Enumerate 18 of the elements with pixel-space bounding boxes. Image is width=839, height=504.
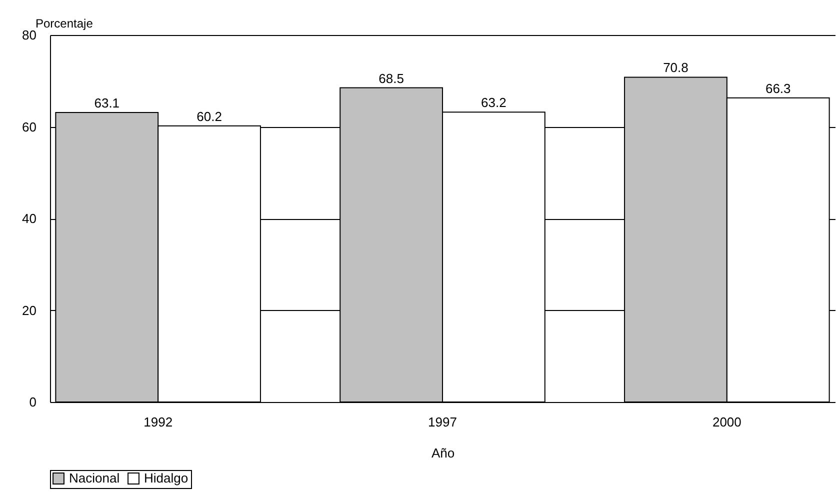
y-tick-label: 40: [22, 211, 36, 226]
data-label: 63.1: [94, 96, 120, 111]
y-tick-label: 80: [22, 28, 36, 42]
data-label: 70.8: [663, 60, 688, 76]
y-tick-label: 0: [29, 394, 36, 410]
x-tick-label: 1997: [428, 414, 457, 430]
x-tick-label: 2000: [712, 414, 742, 430]
data-label: 66.3: [765, 80, 791, 96]
legend-label: Hidalgo: [144, 470, 188, 486]
y-tick-label: 60: [22, 119, 36, 134]
data-label: 60.2: [196, 108, 222, 124]
y-tick-label: 20: [22, 302, 36, 318]
data-label: 63.2: [481, 95, 506, 110]
legend-label: Nacional: [69, 470, 120, 486]
x-axis-title: Año: [431, 446, 455, 460]
x-tick-label: 1992: [144, 414, 173, 430]
y-axis-title: Porcentaje: [36, 16, 94, 30]
data-label: 68.5: [378, 70, 404, 86]
